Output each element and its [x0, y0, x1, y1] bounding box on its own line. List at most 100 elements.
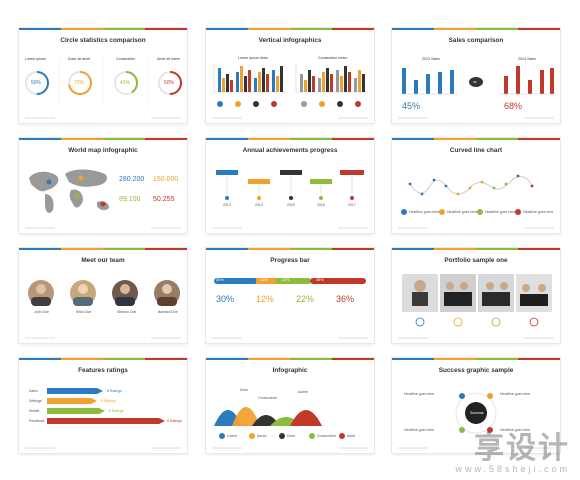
slide-topbar	[19, 358, 187, 360]
slide-footer	[25, 447, 181, 450]
team-member-name: John Doe	[34, 310, 49, 314]
slide-features-ratings[interactable]: Features ratings Sales Settings Mobile F…	[19, 358, 187, 453]
peak-shapes	[214, 407, 345, 439]
bar-segment-label: 12%	[260, 278, 268, 282]
slide-vertical-infographics[interactable]: Vertical infographics Lorem ipsum dolor …	[206, 28, 374, 123]
slide-footer	[398, 337, 554, 340]
slide-topbar	[206, 358, 374, 360]
slide-meet-our-team[interactable]: Meet our team John Doe Erika Doe Stefano…	[19, 248, 187, 343]
year-label: 2017	[348, 203, 356, 207]
chart-label: Lorem ipsum dolor	[238, 56, 268, 60]
map-stat: 280.200	[119, 176, 145, 183]
curved-line	[401, 174, 534, 215]
legend-label: Amet	[347, 434, 356, 438]
slide-success-graphic[interactable]: Success graphic sample Success Headline …	[392, 358, 560, 453]
progress-value: 22%	[296, 294, 315, 304]
slide-footer	[25, 337, 181, 340]
ring-header: Dolor sit amet	[68, 57, 91, 61]
legend-label: Headline goes here	[485, 210, 516, 214]
slide-topbar	[206, 248, 374, 250]
team-member-name: Barbara Doe	[158, 310, 178, 314]
year-label: 2014 Sales	[518, 57, 536, 61]
legend-label: Consectetur	[317, 434, 336, 438]
slide-topbar	[392, 248, 560, 250]
slide-topbar	[19, 28, 187, 30]
progress-value: 30%	[216, 294, 235, 304]
progress-track	[214, 278, 366, 284]
legend-label: Headline goes here	[447, 210, 478, 214]
slide-title: World map infographic	[68, 147, 138, 154]
legend-label: Headline goes here	[523, 210, 554, 214]
watermark-url: www.58sheji.com	[455, 464, 570, 474]
map-stat: 89.100	[119, 196, 141, 203]
slide-footer	[212, 447, 368, 450]
success-item: Headline goes here	[404, 392, 435, 396]
peak-label: Dolor	[240, 388, 249, 392]
slide-curved-line-chart[interactable]: Curved line chart Headline goes here Hea…	[392, 138, 560, 233]
team-member-name: Erika Doe	[76, 310, 92, 314]
slide-title: Portfolio sample one	[444, 257, 508, 264]
ring-value: 41%	[120, 80, 131, 86]
slide-footer	[398, 117, 554, 120]
slide-topbar	[206, 138, 374, 140]
slide-world-map[interactable]: World map infographic 280.200 150.000 89…	[19, 138, 187, 233]
slide-title: Sales comparison	[448, 37, 504, 44]
ring-value: 50%	[31, 80, 42, 86]
rating-value: 8 Ratings	[167, 419, 182, 423]
rating-value: 6 Ratings	[101, 399, 116, 403]
progress-value: 36%	[336, 294, 355, 304]
slide-circle-statistics[interactable]: Circle statistics comparison Lorem ipsum…	[19, 28, 187, 123]
slide-title: Progress bar	[270, 257, 310, 264]
rating-row-label: Feedback	[29, 419, 45, 423]
ring-value: 50%	[164, 80, 175, 86]
peak-label: Consectetur	[258, 396, 277, 400]
portfolio-photos	[402, 274, 552, 327]
vs-badge: vs	[473, 80, 477, 84]
slide-title: Annual achievements progress	[242, 147, 338, 154]
sales-percent: 45%	[402, 101, 421, 111]
map-stat: 150.000	[153, 176, 179, 183]
slide-infographic[interactable]: Infographic Dolor Consectetur Autrim Lor…	[206, 358, 374, 453]
slide-progress-bar[interactable]: Progress bar 30% 12% 22% 36% 30% 12% 22%…	[206, 248, 374, 343]
rating-value: 8 Ratings	[109, 409, 124, 413]
slide-sales-comparison[interactable]: Sales comparison 2013 Sales 2014 Sales v…	[392, 28, 560, 123]
progress-value: 12%	[256, 294, 275, 304]
slide-topbar	[206, 28, 374, 30]
chart-label: Consectetur lorem	[318, 56, 348, 60]
year-label: 2015	[287, 203, 295, 207]
slide-footer	[25, 117, 181, 120]
year-label: 2014	[255, 203, 263, 207]
slide-footer	[25, 227, 181, 230]
year-label: 2013	[223, 203, 231, 207]
slide-topbar	[392, 28, 560, 30]
slide-topbar	[392, 138, 560, 140]
slide-topbar	[392, 358, 560, 360]
year-label: 2013 Sales	[422, 57, 440, 61]
slide-portfolio[interactable]: Portfolio sample one	[392, 248, 560, 343]
slide-title: Features ratings	[78, 367, 128, 374]
slide-title: Success graphic sample	[438, 367, 514, 374]
legend-label: Lorem	[227, 434, 237, 438]
slide-title: Circle statistics comparison	[60, 37, 146, 44]
slide-title: Meet our team	[81, 257, 125, 264]
slide-footer	[212, 117, 368, 120]
success-diagram	[455, 392, 497, 434]
slide-topbar	[19, 138, 187, 140]
ring-header: Lorem ipsum	[25, 57, 46, 61]
legend-label: Headline goes here	[409, 210, 440, 214]
bar-segment-label: 22%	[282, 278, 290, 282]
world-map	[29, 169, 109, 213]
map-stat: 50.255	[153, 196, 175, 203]
peak-label: Autrim	[298, 390, 309, 394]
watermark: 享设计 www.58sheji.com	[455, 434, 570, 475]
rating-row-label: Mobile	[29, 409, 40, 413]
slide-title: Vertical infographics	[258, 37, 322, 44]
team-member-name: Stefano Doe	[117, 310, 137, 314]
slide-footer	[398, 227, 554, 230]
rating-value: 8 Ratings	[107, 389, 122, 393]
legend-label: Ipsum	[257, 434, 267, 438]
slide-title: Infographic	[272, 367, 308, 374]
slide-footer	[398, 447, 554, 450]
slide-annual-achievements[interactable]: Annual achievements progress 2013 2014 2…	[206, 138, 374, 233]
